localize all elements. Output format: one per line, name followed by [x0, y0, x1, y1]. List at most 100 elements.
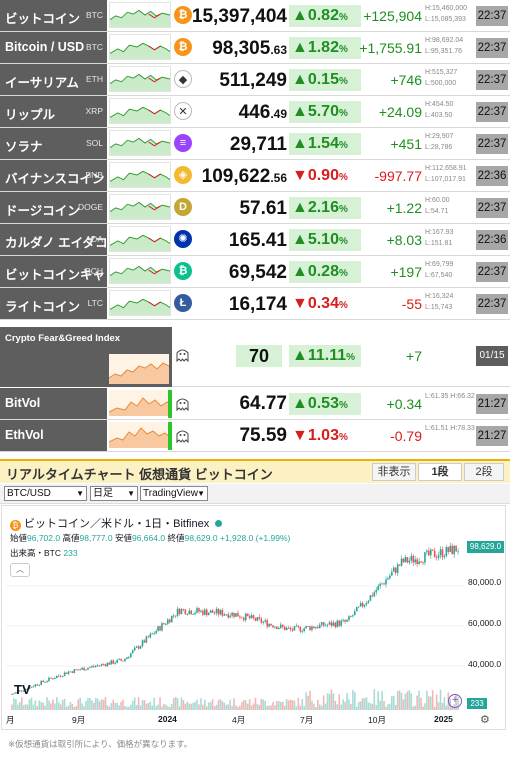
volume-bar	[315, 706, 317, 710]
candle-body	[87, 667, 89, 670]
volume-bar	[217, 700, 220, 710]
candlestick-plot[interactable]	[2, 506, 505, 729]
ticker-row[interactable]: ソラナ SOL ≡ 29,711 ▲1.54% +451 H:29,907 L:28,786 2…	[0, 128, 510, 160]
ticker-row[interactable]: ビットコインキャッシュ BCH ₿ 69,542 ▲0.28% +197 H:69,799 L…	[0, 256, 510, 288]
volume-bar	[87, 697, 89, 710]
chart-settings-gear-icon[interactable]: ⚙	[480, 714, 490, 726]
ticker-row[interactable]: リップル XRP ✕ 446.49 ▲5.70% +24.09 H:454.50 L:403.…	[0, 96, 510, 128]
ethvol-row[interactable]: EthVol 75.59 ▼1.03% -0.79 L:61.51 H:78.3…	[0, 420, 510, 452]
candle-body	[412, 555, 415, 563]
bitvol-name: BitVol	[5, 396, 41, 410]
candle-body	[287, 627, 290, 629]
two-row-button[interactable]: 2段	[464, 463, 504, 481]
fear-greed-diff: +7	[406, 348, 422, 364]
candle-body	[118, 658, 120, 660]
volume-bar	[443, 697, 446, 710]
volume-bar	[176, 697, 179, 710]
coin-high-low: H:15,460,000 L:15,085,393	[425, 5, 468, 23]
candle-body	[135, 646, 138, 648]
hide-chart-button[interactable]: 非表示	[372, 463, 416, 481]
candle-body	[174, 615, 177, 617]
bitvol-row[interactable]: BitVol 64.77 ▲0.53% +0.34 L:61.35 H:66.3…	[0, 388, 510, 420]
candle-body	[422, 562, 424, 564]
volume-bar	[137, 697, 140, 710]
symbol-select[interactable]: BTC/USD ▼	[4, 486, 87, 501]
fear-greed-row[interactable]: Crypto Fear&Greed Index 70 ▲11.11% +7 01…	[0, 327, 510, 387]
volume-bar	[289, 699, 292, 710]
coin-change-percent: ▲0.28%	[289, 261, 361, 283]
tradingview-chart[interactable]: ₿ ビットコイン／米ドル・1日・Bitfinex 始値96,702.0 高値98,…	[1, 505, 506, 730]
candle-body	[122, 660, 124, 662]
candle-body	[73, 669, 76, 673]
ticker-row[interactable]: バイナンスコイン BNB ◈ 109,622.56 ▼0.90% -997.77 H:112…	[0, 160, 510, 192]
footnote: ※仮想通貨は取引所により、価格が異なります。	[8, 739, 193, 749]
volume-bar	[317, 699, 319, 710]
coin-label-cell: カルダノ エイダコイン ADA	[0, 224, 133, 255]
volume-bar	[52, 699, 54, 710]
bitcoin-icon: ₿	[174, 38, 192, 56]
coin-label-cell: Bitcoin / USD BTC	[0, 32, 107, 63]
candle-body	[32, 686, 35, 688]
candle-body	[67, 671, 70, 674]
bch-icon: ₿	[174, 262, 192, 280]
coin-update-time: 22:37	[476, 198, 508, 218]
candle-body	[153, 633, 155, 635]
volume-bar	[276, 701, 278, 710]
ticker-row[interactable]: ビットコイン BTC ₿ 15,397,404 ▲0.82% +125,904 H:15,4…	[0, 0, 510, 32]
volume-bar	[406, 691, 409, 710]
volume-bar	[100, 699, 103, 710]
ticker-row[interactable]: イーサリアム ETH ◆ 511,249 ▲0.15% +746 H:515,327 L:50…	[0, 64, 510, 96]
ticker-row[interactable]: ドージコイン DOGE D 57.61 ▲2.16% +1.22 H:60.00 L:54.7…	[0, 192, 510, 224]
coin-change-percent: ▲1.54%	[289, 133, 361, 155]
volume-bar	[437, 702, 440, 710]
volume-bar	[389, 703, 391, 710]
candle-body	[375, 590, 378, 593]
candle-body	[231, 612, 233, 616]
collapse-legend-button[interactable]: ︿	[10, 563, 30, 577]
volume-bar	[98, 701, 101, 710]
volume-bar	[79, 697, 81, 710]
volume-bar	[451, 705, 454, 710]
volume-bar	[213, 706, 216, 710]
realtime-chart-title: リアルタイムチャート 仮想通貨 ビットコイン	[6, 467, 273, 482]
add-indicator-button[interactable]: +	[448, 694, 462, 708]
volume-bar	[431, 690, 434, 710]
candle-body	[217, 608, 220, 615]
candle-body	[313, 626, 315, 629]
volume-bar	[61, 700, 64, 710]
one-row-button[interactable]: 1段	[418, 463, 462, 481]
candle-body	[424, 552, 426, 563]
candle-body	[309, 626, 311, 630]
coin-name: ドージコイン	[5, 204, 80, 218]
candle-body	[328, 622, 331, 625]
volume-bar	[324, 703, 327, 710]
ticker-row[interactable]: ライトコイン LTC Ł 16,174 ▼0.34% -55 H:16,324 L:15,74…	[0, 288, 510, 320]
candle-body	[455, 545, 457, 552]
provider-select[interactable]: TradingView ▼	[140, 486, 208, 501]
x-tick-label: 10月	[368, 715, 386, 725]
coin-label-cell: ソラナ SOL	[0, 128, 107, 159]
ticker-row[interactable]: カルダノ エイダコイン ADA ✺ 165.41 ▲5.10% +8.03 H:167.93…	[0, 224, 510, 256]
candle-body	[98, 665, 101, 667]
candle-body	[278, 627, 280, 630]
volume-bar	[435, 694, 438, 710]
coin-update-time: 22:37	[476, 70, 508, 90]
volume-bar	[318, 704, 321, 710]
coin-sparkline	[109, 2, 171, 28]
volume-bar	[330, 689, 333, 710]
volume-bar	[322, 695, 325, 710]
coin-update-time: 22:36	[476, 230, 508, 250]
coin-sparkline	[109, 130, 171, 156]
candle-body	[93, 666, 95, 667]
volume-bar	[165, 704, 167, 710]
candle-body	[392, 567, 395, 572]
coin-price: 511,249	[219, 70, 287, 91]
candle-body	[246, 613, 249, 617]
coin-update-time: 22:37	[476, 134, 508, 154]
candle-body	[225, 614, 228, 616]
candle-body	[112, 660, 115, 664]
coin-price: 98,305.63	[212, 38, 287, 59]
ticker-row[interactable]: Bitcoin / USD BTC ₿ 98,305.63 ▲1.82% +1,755.9…	[0, 32, 510, 64]
period-select[interactable]: 日足 ▼	[90, 486, 138, 501]
candle-body	[13, 693, 15, 695]
